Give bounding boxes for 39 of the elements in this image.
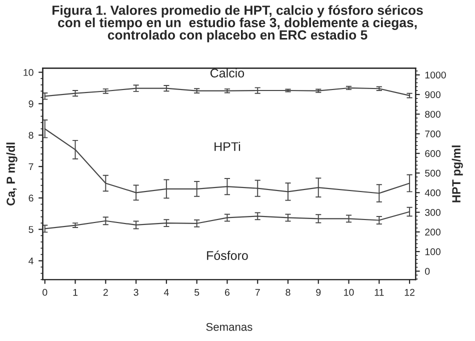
chart-title: Figura 1. Valores promedio de HPT, calcio y fósforo séricos con el tiempo en un estudio fase 3, doblemente a ciegas, controlado con placebo en ERC estadio 5	[52, 5, 423, 42]
y2-axis-title: HPT pg/ml	[452, 146, 463, 202]
y-axis-title: Ca, P mg/dl	[6, 142, 18, 206]
y2-tick-label: 200	[425, 228, 440, 236]
text: HPTi	[214, 142, 240, 151]
x-tick-label: 9	[316, 288, 321, 296]
x-tick-label: 11	[374, 289, 384, 296]
y-tick-label: 5	[28, 226, 34, 233]
x-tick-label: 7	[255, 289, 260, 296]
x-tick-label: 3	[134, 288, 138, 296]
y2-tick-label: 0	[425, 268, 430, 275]
text: Fósforo	[207, 250, 248, 260]
x-tick-label: 1	[73, 289, 78, 296]
y2-tick-label: 900	[425, 91, 440, 98]
series-label: Calcio	[210, 68, 244, 78]
x-tick-label: 0	[42, 288, 48, 296]
y-tick-label: 9	[28, 100, 34, 108]
x-tick-label: 6	[225, 288, 230, 296]
x-tick-label: 5	[194, 289, 200, 296]
y2-tick-label: 1000	[425, 72, 446, 78]
x-axis-title: Semanas	[206, 323, 252, 331]
y2-tick-label: 800	[425, 110, 440, 118]
y2-tick-label: 500	[425, 170, 440, 177]
y-tick-label: 4	[28, 258, 34, 264]
y-tick-label: 8	[28, 132, 34, 139]
x-tick-label: 8	[286, 288, 290, 296]
x-tick-label: 10	[344, 288, 354, 296]
y-tick-label: 6	[28, 194, 34, 202]
y-tick-label: 7	[28, 163, 34, 170]
x-tick-label: 4	[164, 289, 169, 296]
y-tick-label: 10	[24, 69, 34, 76]
y2-tick-label: 100	[425, 248, 440, 256]
y2-tick-label: 700	[425, 130, 440, 138]
y2-tick-label: 600	[425, 150, 440, 158]
line-series	[44, 211, 410, 230]
y2-tick-label: 400	[424, 189, 440, 196]
x-tick-label: 12	[404, 288, 414, 296]
y2-tick-label: 300	[425, 209, 440, 216]
x-tick-label: 2	[103, 288, 108, 296]
